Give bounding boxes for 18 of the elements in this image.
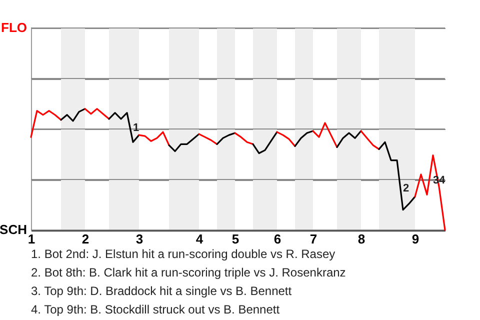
text: SCH <box>0 222 27 237</box>
x-tick-label: 1 <box>28 232 36 246</box>
x-tick-label: 9 <box>412 232 420 246</box>
x-tick-label: 3 <box>136 232 144 246</box>
annotation: 4 <box>438 174 446 187</box>
x-tick-label: 7 <box>310 232 318 246</box>
x-tick-label: 8 <box>358 232 366 246</box>
text: FLO <box>1 20 27 35</box>
x-tick-label: 6 <box>274 232 282 246</box>
annotation: 1 <box>132 122 140 134</box>
x-tick-label: 4 <box>196 232 204 246</box>
text: 2. Bot 8th: B. Clark hit a run-scoring triple vs J. Rosenkranz <box>31 266 346 280</box>
text: 3. Top 9th: D. Braddock hit a single vs B. Bennett <box>31 284 292 298</box>
text: 1. Bot 2nd: J. Elstun hit a run-scoring double vs R. Rasey <box>31 247 336 261</box>
annotation: 2 <box>402 182 410 195</box>
text: 4. Top 9th: B. Stockdill struck out vs B. Bennett <box>31 302 280 316</box>
x-tick-label: 5 <box>232 232 240 246</box>
x-tick-label: 2 <box>82 232 90 246</box>
